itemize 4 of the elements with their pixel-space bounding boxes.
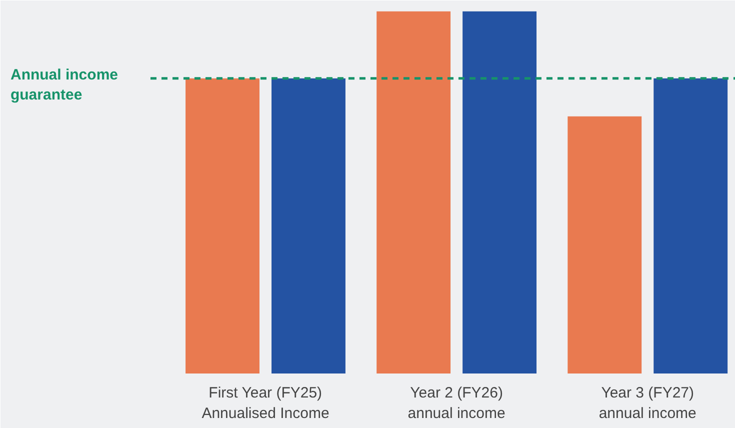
x-tick-label: Year 3 (FY27) annual income xyxy=(598,384,696,422)
x-tick-label: Year 2 (FY26) annual income xyxy=(408,384,506,422)
ref-line-label: Annual income guarantee xyxy=(10,66,118,104)
x-tick-label: First Year (FY25) Annualised Income xyxy=(202,384,330,422)
